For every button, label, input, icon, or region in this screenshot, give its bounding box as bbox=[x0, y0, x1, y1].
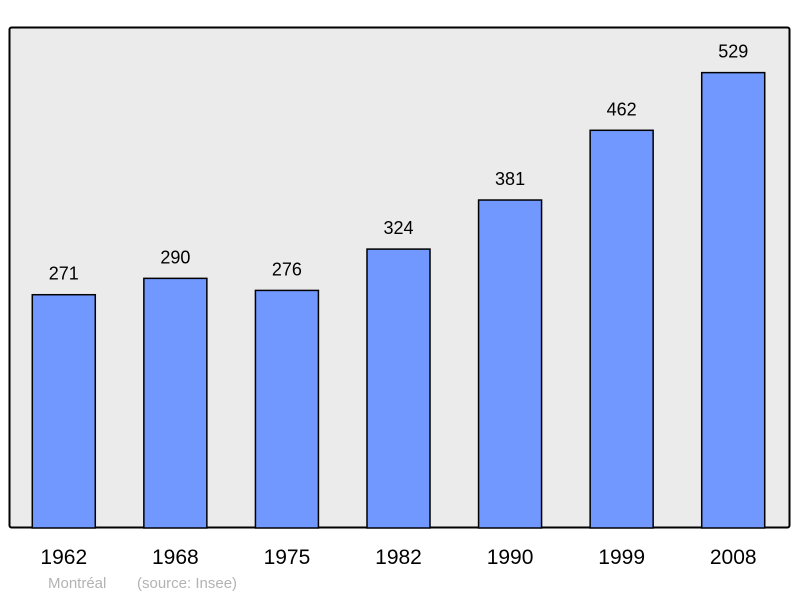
data-label-1975: 276 bbox=[272, 259, 302, 279]
x-tick-label-1968: 1968 bbox=[152, 546, 199, 569]
bar-1999 bbox=[589, 129, 654, 529]
bar-1982 bbox=[366, 248, 431, 529]
data-label-1968: 290 bbox=[160, 247, 190, 267]
x-tick-label-1990: 1990 bbox=[487, 546, 534, 569]
x-tick-label-1962: 1962 bbox=[40, 546, 87, 569]
bar-1962 bbox=[31, 293, 97, 529]
data-label-1962: 271 bbox=[49, 264, 79, 284]
bar-1975 bbox=[254, 289, 320, 529]
x-tick-label-1982: 1982 bbox=[375, 546, 422, 569]
data-label-2008: 529 bbox=[718, 42, 748, 62]
bar-1990 bbox=[477, 199, 543, 529]
data-label-1990: 381 bbox=[495, 169, 525, 189]
bar-1968 bbox=[143, 277, 208, 529]
x-tick-label-1999: 1999 bbox=[598, 546, 645, 569]
x-tick-label-2008: 2008 bbox=[710, 546, 757, 569]
data-label-1999: 462 bbox=[607, 99, 637, 119]
caption-place: Montréal bbox=[48, 575, 107, 592]
x-tick-label-1975: 1975 bbox=[264, 546, 311, 569]
data-label-1982: 324 bbox=[383, 218, 413, 238]
caption-source: (source: Insee) bbox=[137, 575, 238, 592]
bar-2008 bbox=[700, 71, 766, 529]
